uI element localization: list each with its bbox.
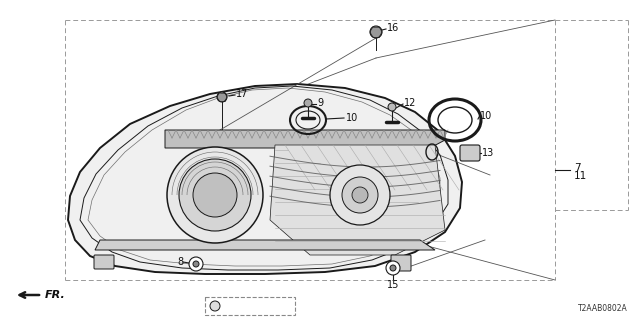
Circle shape: [352, 187, 368, 203]
Text: 17: 17: [236, 89, 248, 99]
Circle shape: [179, 159, 251, 231]
FancyBboxPatch shape: [460, 145, 480, 161]
Text: T2AAB0802A: T2AAB0802A: [579, 304, 628, 313]
Text: 13: 13: [482, 148, 494, 158]
Text: 7: 7: [574, 163, 580, 173]
Circle shape: [189, 257, 203, 271]
Polygon shape: [270, 145, 445, 255]
Text: 12: 12: [404, 98, 417, 108]
Text: 11: 11: [574, 171, 588, 181]
Text: 10: 10: [480, 111, 492, 121]
Text: 14: 14: [408, 143, 420, 153]
FancyBboxPatch shape: [94, 255, 114, 269]
Text: FR.: FR.: [45, 290, 66, 300]
Polygon shape: [95, 240, 435, 250]
Circle shape: [193, 261, 199, 267]
Circle shape: [342, 177, 378, 213]
Text: 9: 9: [317, 98, 323, 108]
Text: 15: 15: [387, 280, 399, 290]
Polygon shape: [165, 130, 445, 148]
Bar: [205, 297, 295, 315]
Circle shape: [388, 103, 396, 111]
Circle shape: [167, 147, 263, 243]
Circle shape: [390, 265, 396, 271]
Text: B-46-1: B-46-1: [236, 301, 274, 311]
Text: 16: 16: [387, 23, 399, 33]
FancyBboxPatch shape: [391, 255, 411, 271]
Circle shape: [193, 173, 237, 217]
Circle shape: [370, 26, 382, 38]
Text: 8: 8: [177, 257, 183, 267]
Circle shape: [217, 92, 227, 102]
Circle shape: [304, 99, 312, 107]
Text: 10: 10: [346, 113, 358, 123]
Polygon shape: [68, 84, 462, 274]
Circle shape: [386, 261, 400, 275]
Circle shape: [330, 165, 390, 225]
Circle shape: [210, 301, 220, 311]
